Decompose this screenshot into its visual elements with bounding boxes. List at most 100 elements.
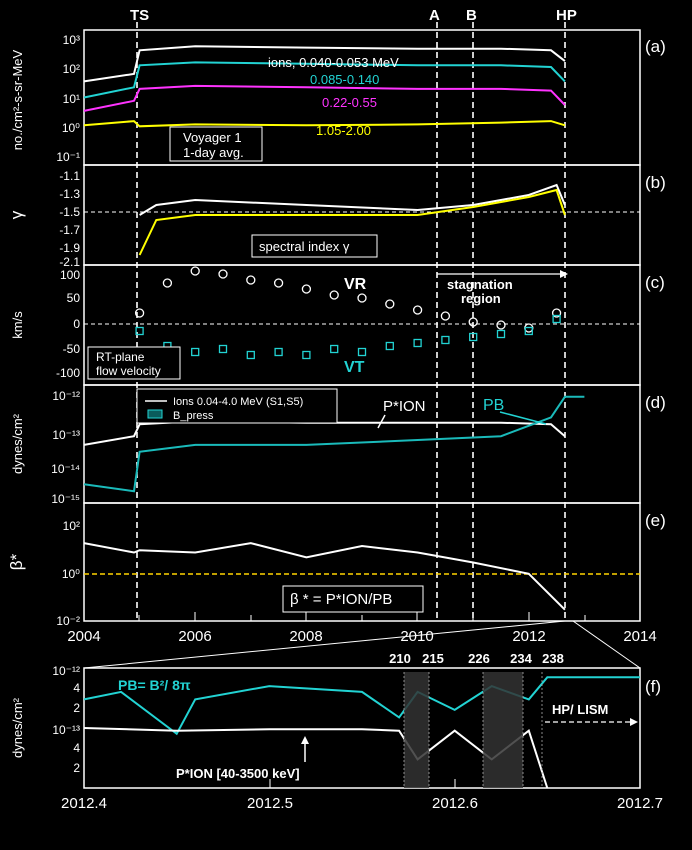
panel-e-ytick: 10⁰ bbox=[62, 567, 80, 581]
panel-f-ytick: 10⁻¹³ bbox=[52, 723, 80, 737]
panel-c-point bbox=[274, 347, 283, 357]
panel-c-point bbox=[552, 314, 561, 324]
zoom-connector-left bbox=[83, 620, 566, 669]
panel-c-point bbox=[551, 308, 562, 318]
panel-c-point bbox=[162, 278, 173, 288]
panel-c-point bbox=[385, 341, 394, 351]
panel-d-pb-arrow bbox=[499, 411, 547, 425]
panel-c-point bbox=[469, 332, 478, 342]
panel-c-vt-label: VT bbox=[344, 359, 365, 376]
panel-f-ytick: 2 bbox=[73, 761, 80, 775]
zoom-x-tick-label: 2012.5 bbox=[247, 795, 293, 812]
panel-a-series-line bbox=[83, 120, 566, 128]
panel-c-point bbox=[301, 284, 312, 294]
x-tick-label: 2004 bbox=[67, 628, 100, 645]
panel-f-ytick: 2 bbox=[73, 701, 80, 715]
panel-b-ytick: -1.3 bbox=[59, 187, 80, 201]
zoom-day-label: 238 bbox=[542, 651, 564, 666]
event-label-ts: TS bbox=[130, 7, 149, 24]
panel-a-series-line bbox=[83, 84, 566, 112]
zoom-gap-box bbox=[483, 672, 523, 788]
panel-c-point bbox=[246, 350, 255, 360]
panel-e-ytick: 10⁻² bbox=[56, 614, 80, 628]
panel-e-note-box bbox=[282, 585, 424, 613]
panel-a-series-line bbox=[83, 61, 566, 99]
panel-c-stagnation-line1: stagnation bbox=[447, 277, 513, 292]
panel-c-point bbox=[524, 326, 533, 336]
panel-c-point bbox=[357, 293, 367, 303]
panel-c-point bbox=[191, 347, 200, 357]
panel-letter-c: (c) bbox=[645, 273, 665, 292]
panel-f-series-line bbox=[83, 676, 640, 736]
panel-c-ytick: 0 bbox=[73, 317, 80, 331]
panel-d-pion-arrow bbox=[377, 414, 386, 429]
panel-d-ylabel: dynes/cm² bbox=[10, 413, 25, 474]
panel-c-note-line1: RT-plane bbox=[96, 350, 145, 364]
panel-c-point bbox=[218, 344, 228, 354]
panel-e-note: β * = P*ION/PB bbox=[290, 591, 392, 608]
panel-a-label-ions: ions, 0.040-0.053 MeV bbox=[268, 55, 399, 70]
panel-d-series-line bbox=[83, 420, 566, 446]
panel-b-ytick: -2.1 bbox=[59, 255, 80, 269]
zoom-day-label: 210 bbox=[389, 651, 411, 666]
panel-c-point bbox=[330, 344, 339, 354]
x-tick-label: 2012 bbox=[512, 628, 545, 645]
zoom-day-label: 234 bbox=[510, 651, 532, 666]
panel-d-legend-ions: Ions 0.04-4.0 MeV (S1,S5) bbox=[173, 396, 303, 408]
panel-letter-a: (a) bbox=[645, 37, 666, 56]
zoom-day-label: 215 bbox=[422, 651, 444, 666]
event-label-a: A bbox=[429, 7, 440, 24]
zoom-gap-box bbox=[404, 672, 429, 788]
panel-d-series-line bbox=[83, 395, 585, 493]
panel-f-pb-formula: PB= B²/ 8π bbox=[118, 677, 191, 693]
panel-c-ytick: -100 bbox=[56, 366, 80, 380]
panel-b-ytick: -1.7 bbox=[59, 223, 80, 237]
panel-b-ytick: -1.9 bbox=[59, 241, 80, 255]
panel-c-point bbox=[496, 329, 506, 339]
panel-c-point bbox=[412, 305, 423, 315]
x-tick-label: 2008 bbox=[289, 628, 322, 645]
panel-c-point bbox=[246, 275, 256, 285]
panel-c-ytick: 100 bbox=[60, 268, 80, 282]
panel-f-hp-lism: HP/ LISM bbox=[552, 702, 608, 717]
zoom-x-tick-label: 2012.4 bbox=[61, 795, 107, 812]
panel-letter-e: (e) bbox=[645, 511, 666, 530]
panel-c-point bbox=[496, 320, 506, 330]
panel-c-point bbox=[385, 299, 395, 309]
panel-c-point bbox=[135, 326, 144, 336]
panel-a-ylabel: no./cm²-s-sr-MeV bbox=[10, 49, 25, 150]
panel-a-note-box bbox=[169, 126, 263, 162]
panel-c-note-line2: flow velocity bbox=[96, 364, 161, 378]
panel-c-point bbox=[468, 317, 478, 327]
panel-f-series-line bbox=[83, 727, 549, 789]
panel-c-note-box bbox=[87, 346, 181, 380]
panel-d-legend-bpress: B_press bbox=[173, 410, 214, 422]
zoom-x-tick-label: 2012.6 bbox=[432, 795, 478, 812]
panel-c-point bbox=[441, 335, 450, 345]
panel-b-ytick: -1.5 bbox=[59, 205, 80, 219]
panel-a-note-line1: Voyager 1 bbox=[183, 130, 242, 145]
panel-d-ytick: 10⁻¹⁵ bbox=[51, 492, 80, 506]
panel-a-ytick: 10² bbox=[63, 62, 80, 76]
panel-a-note-line2: 1-day avg. bbox=[183, 145, 244, 160]
panel-d-legend-box bbox=[136, 388, 338, 424]
panel-f-pion-arrowhead bbox=[301, 736, 309, 744]
x-tick-label: 2010 bbox=[400, 628, 433, 645]
panel-f-ylabel: dynes/cm² bbox=[10, 697, 25, 758]
event-label-b: B bbox=[466, 7, 477, 24]
panel-a-ytick: 10⁰ bbox=[62, 121, 80, 135]
zoom-day-label: 226 bbox=[468, 651, 490, 666]
panel-b-series-line bbox=[139, 183, 566, 216]
panel-a-ytick: 10³ bbox=[63, 33, 80, 47]
panel-f-ytick: 4 bbox=[73, 681, 80, 695]
panel-e-ylabel: β* bbox=[7, 553, 26, 570]
panel-f-ytick: 10⁻¹² bbox=[52, 664, 80, 678]
panel-c-stagnation-line2: region bbox=[461, 291, 501, 306]
panel-f-pion-label: P*ION [40-3500 keV] bbox=[176, 766, 300, 781]
panel-c-ytick: -50 bbox=[63, 342, 81, 356]
event-label-hp: HP bbox=[556, 7, 577, 24]
panel-c-vr-label: VR bbox=[344, 276, 367, 293]
panel-d-pb-label: PB bbox=[483, 397, 504, 414]
panel-a-label-magenta: 0.22-0.55 bbox=[322, 95, 377, 110]
